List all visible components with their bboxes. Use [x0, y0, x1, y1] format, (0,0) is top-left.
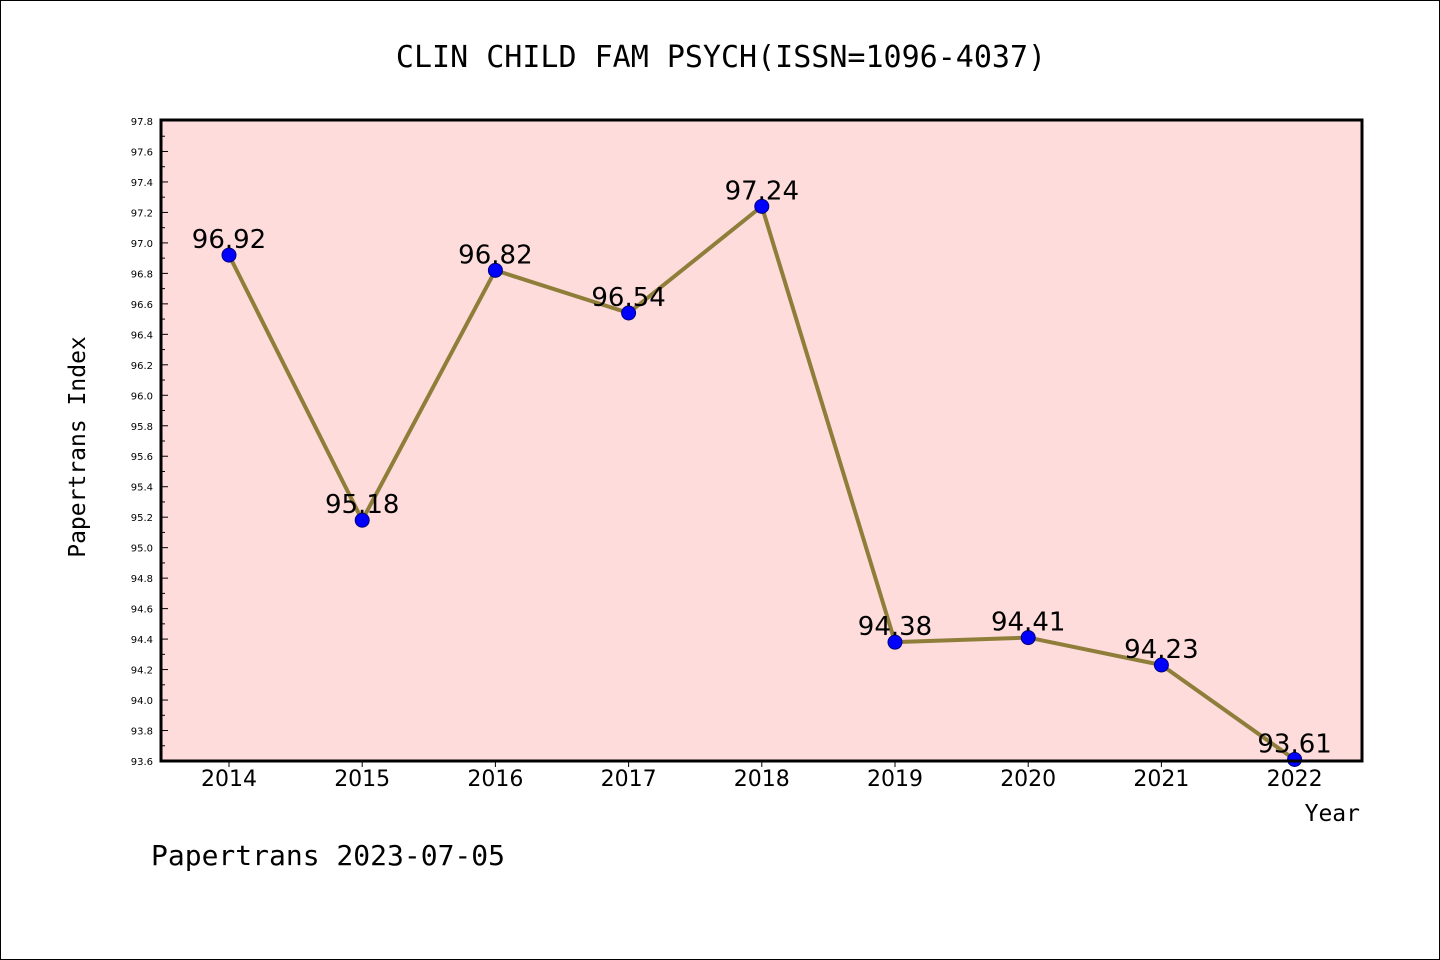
data-point — [1153, 657, 1169, 673]
y-tick-label: 94.8 — [131, 574, 153, 585]
y-tick-label: 94.0 — [131, 696, 153, 707]
y-tick-label: 95.4 — [131, 483, 153, 494]
data-label: 96.92 — [192, 225, 266, 255]
x-tick-label: 2015 — [334, 767, 390, 792]
data-label: 94.23 — [1124, 635, 1198, 665]
data-labels: 96.92 95.18 96.82 96.54 97.24 94.38 94.41 94.23… — [192, 176, 1332, 759]
y-tick-label: 95.0 — [131, 544, 153, 555]
data-label: 96.82 — [458, 240, 532, 270]
y-tick-label: 95.8 — [131, 422, 153, 433]
footer-text: Papertrans 2023-07-05 — [151, 839, 505, 872]
data-label: 95.18 — [325, 490, 399, 520]
y-tick-label: 96.2 — [131, 361, 153, 372]
data-series — [221, 198, 1303, 767]
y-tick-label: 96.0 — [131, 391, 153, 402]
y-tick-label: 97.4 — [131, 178, 153, 189]
y-tick-label: 94.6 — [131, 605, 153, 616]
y-tick-label: 97.2 — [131, 208, 153, 219]
data-label: 93.61 — [1257, 729, 1331, 759]
plot-border — [159, 118, 1364, 763]
data-label: 97.24 — [725, 176, 799, 206]
y-tick-label: 96.6 — [131, 300, 153, 311]
chart-title: CLIN CHILD FAM PSYCH(ISSN=1096-4037) — [396, 40, 1046, 75]
x-tick-label: 2014 — [201, 767, 257, 792]
x-tick-label: 2019 — [867, 767, 923, 792]
y-tick-label: 94.2 — [131, 666, 153, 677]
x-tick-label: 2017 — [601, 767, 657, 792]
x-tick-label: 2020 — [1000, 767, 1056, 792]
y-tick-label: 96.8 — [131, 269, 153, 280]
y-tick-label: 97.6 — [131, 147, 153, 158]
x-axis-label: Year — [1305, 801, 1360, 827]
data-point — [887, 634, 903, 650]
y-tick-label: 94.4 — [131, 635, 153, 646]
data-label: 96.54 — [591, 283, 665, 313]
x-tick-label: 2021 — [1133, 767, 1189, 792]
data-point — [221, 247, 237, 263]
x-tick-label: 2016 — [467, 767, 523, 792]
y-tick-label: 93.6 — [131, 757, 153, 768]
data-point — [354, 512, 370, 528]
x-axis-ticks: 2014 2015 2016 2017 2018 2019 2020 2021 2022 — [201, 761, 1323, 792]
y-tick-label: 95.2 — [131, 513, 153, 524]
plot-area — [161, 120, 1362, 761]
y-tick-label: 97.0 — [131, 239, 153, 250]
data-point — [487, 262, 503, 278]
y-axis-label: Papertrans Index — [65, 336, 91, 558]
data-point — [754, 198, 770, 214]
data-label: 94.41 — [991, 608, 1065, 638]
data-label: 94.38 — [858, 612, 932, 642]
x-tick-label: 2018 — [734, 767, 790, 792]
data-point — [621, 305, 637, 321]
data-point — [1020, 630, 1036, 646]
y-tick-label: 93.8 — [131, 727, 153, 738]
y-tick-label: 96.4 — [131, 330, 153, 341]
x-tick-label: 2022 — [1267, 767, 1323, 792]
y-tick-label: 95.6 — [131, 452, 153, 463]
data-point — [1287, 751, 1303, 767]
y-tick-label: 97.8 — [131, 117, 153, 128]
